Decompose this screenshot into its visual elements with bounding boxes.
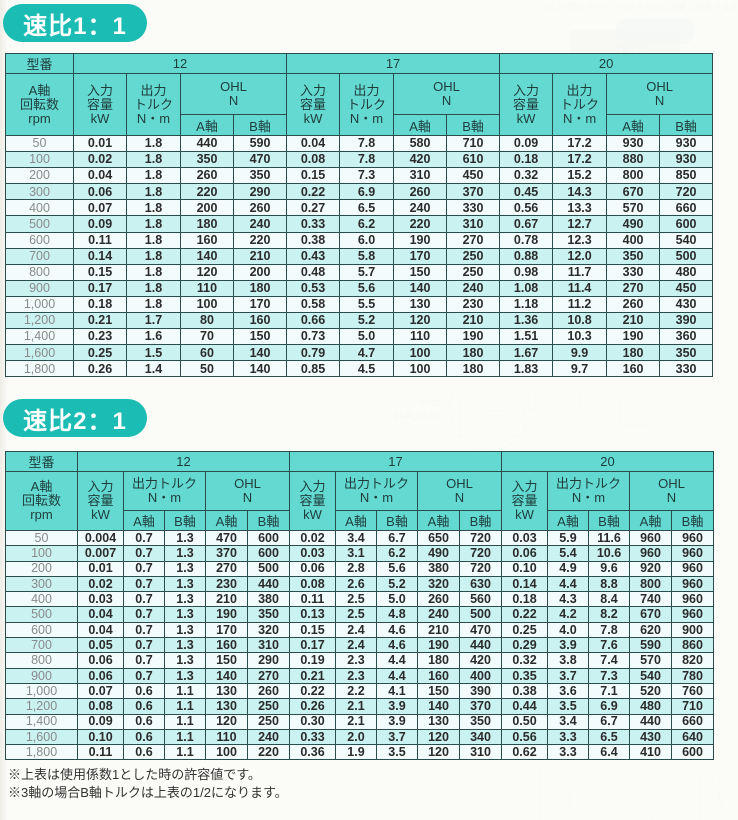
svg-text:Jちよ>買らぎページ>88-チは表に韻番に珈番さ当る: Jちよ>買らぎページ>88-チは表に韻番に珈番さ当る <box>542 2 738 12</box>
svg-text:48.9I_16.9I: 48.9I_16.9I <box>395 411 435 420</box>
